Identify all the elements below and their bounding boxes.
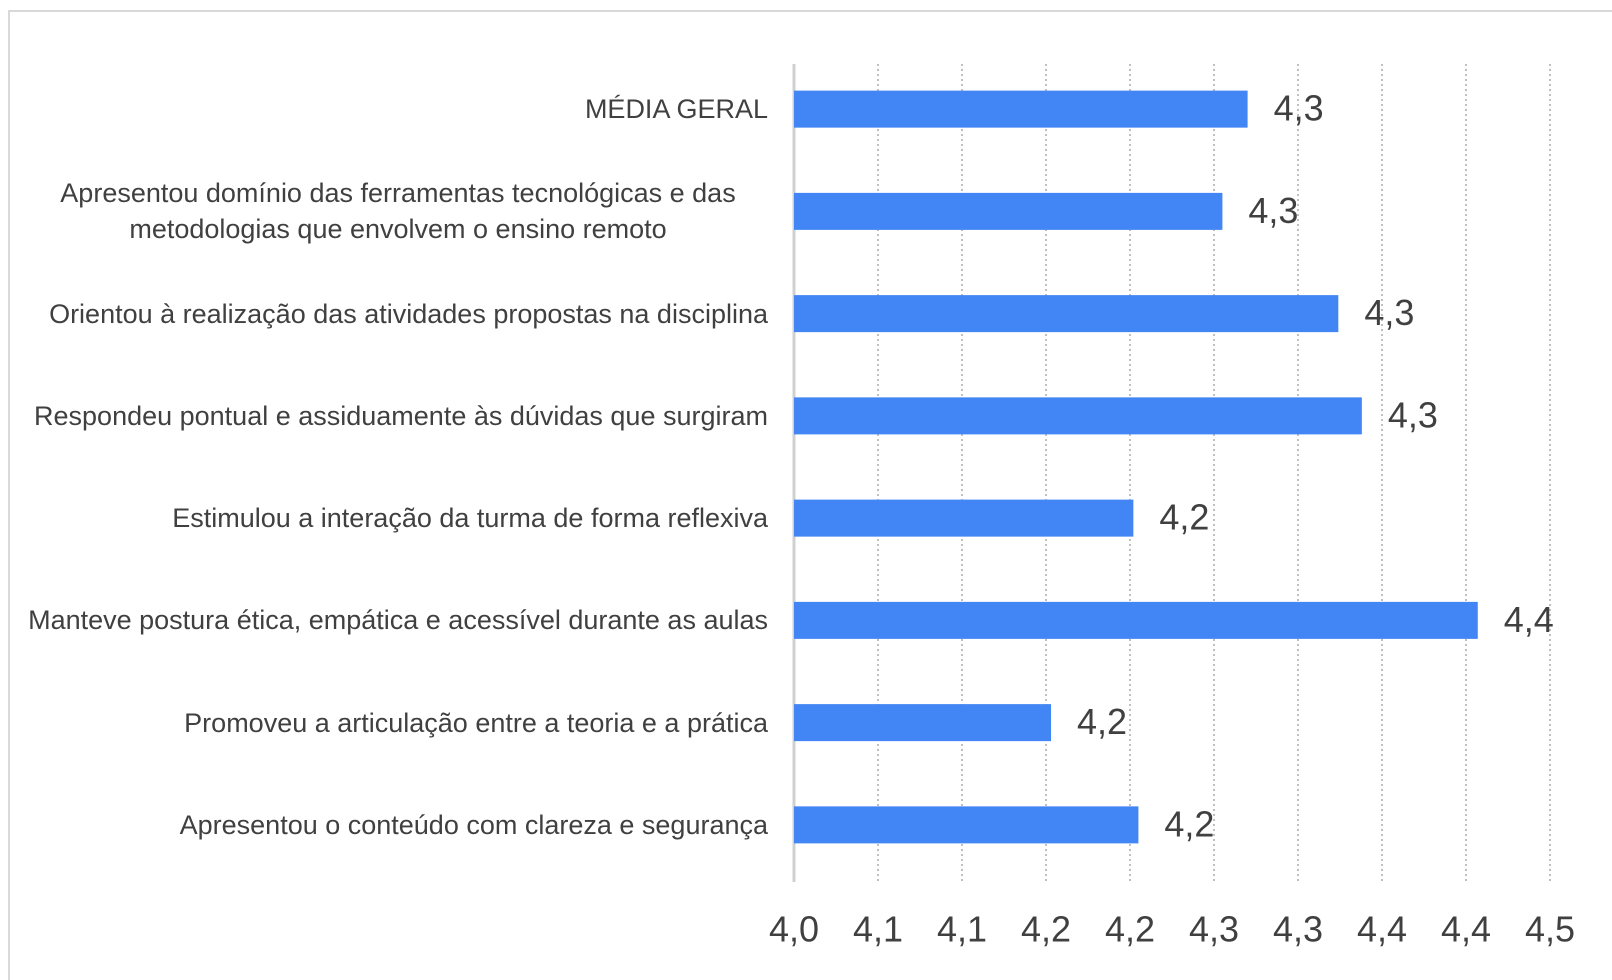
bar [794,90,1248,128]
value-label: 4,4 [1504,599,1554,640]
x-tick-label: 4,2 [1105,909,1155,950]
value-label: 4,2 [1164,803,1214,844]
value-label: 4,3 [1364,292,1414,333]
x-tick-label: 4,2 [1021,909,1071,950]
bar [794,601,1478,639]
value-label: 4,3 [1388,394,1438,435]
x-tick-label: 4,3 [1189,909,1239,950]
bar [794,499,1134,537]
x-tick-label: 4,1 [937,909,987,950]
value-label: 4,2 [1159,497,1209,538]
x-tick-label: 4,4 [1441,909,1491,950]
x-tick-label: 4,5 [1525,909,1575,950]
category-label: Respondeu pontual e assiduamente às dúvi… [34,400,768,431]
category-label: Manteve postura ética, empática e acessí… [28,605,768,636]
bar [794,806,1139,844]
value-label: 4,3 [1248,190,1298,231]
bar [794,397,1362,435]
frame [8,10,1612,980]
category-label: Orientou à realização das atividades pro… [49,298,768,329]
x-tick-label: 4,1 [853,909,903,950]
category-label: MÉDIA GERAL [584,94,768,125]
category-label: Apresentou domínio das ferramentas tecno… [60,178,736,245]
category-label: Estimulou a interação da turma de forma … [172,503,768,534]
value-label: 4,2 [1077,701,1127,742]
category-label: Apresentou o conteúdo com clareza e segu… [179,809,768,840]
x-tick-label: 4,3 [1273,909,1323,950]
category-label: Promoveu a articulação entre a teoria e … [184,707,768,738]
bar [794,295,1339,333]
x-tick-label: 4,0 [769,909,819,950]
value-label: 4,3 [1274,88,1324,129]
x-tick-label: 4,4 [1357,909,1407,950]
bar [794,704,1052,742]
bar [794,192,1223,230]
